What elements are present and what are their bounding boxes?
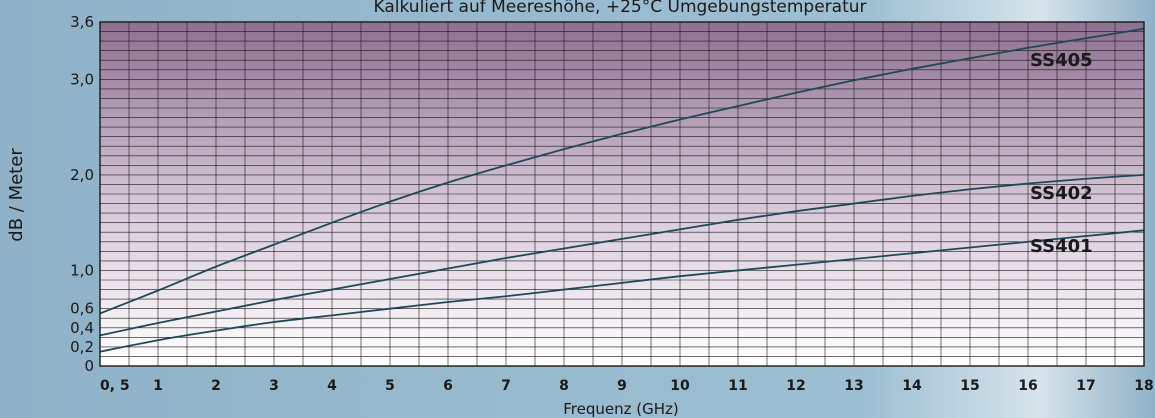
y-tick-label: 0 [84,357,94,375]
x-tick-label: 5 [385,378,395,394]
x-tick-label: 12 [786,378,805,394]
x-tick-label: 8 [559,378,569,394]
plot-border [99,21,1145,367]
x-tick-label: 10 [670,378,690,394]
x-tick-label: 14 [902,378,922,394]
y-tick-label: 3,6 [70,13,94,31]
x-tick-label: 9 [617,378,627,394]
y-tick-label: 0,6 [70,300,94,318]
x-tick-label: 17 [1076,378,1095,394]
chart-title: Kalkuliert auf Meereshöhe, +25°C Umgebun… [373,0,866,17]
series-label-ss405: SS405 [1030,50,1093,71]
x-tick-label: 4 [327,378,337,394]
x-tick-label: 1 [153,378,163,394]
grid-lines [100,22,1144,366]
x-tick-label: 11 [728,378,747,394]
x-tick-label: 18 [1134,378,1153,394]
y-tick-label: 1,0 [70,261,94,279]
x-tick-label: 15 [960,378,979,394]
x-tick-label: 13 [844,378,863,394]
x-tick-label: 3 [269,378,279,394]
y-tick-label: 0,4 [70,319,94,337]
y-tick-labels: 00,20,40,6 1,0 2,0 3,0 3,6 [70,13,94,375]
x-tick-labels: 0, 5 1 2 3 4 5 6 7 8 9 10 11 12 13 14 15 16 17 18 [100,378,1154,394]
series-line-ss401 [99,229,1145,353]
series-lines [99,27,1145,353]
y-tick-label: 0,2 [70,338,94,356]
x-tick-label: 7 [501,378,511,394]
series-label-ss401: SS401 [1030,236,1093,257]
y-tick-label: 2,0 [70,166,94,184]
x-tick-label: 6 [443,378,453,394]
series-line-ss405 [99,27,1145,315]
y-axis-label: dB / Meter [6,148,27,242]
x-axis-label: Frequenz (GHz) [563,400,679,418]
x-tick-label: 16 [1018,378,1037,394]
series-line-ss402 [99,173,1145,337]
y-tick-label: 3,0 [70,70,94,88]
x-tick-label: 2 [211,378,221,394]
x-tick-label: 0, 5 [100,378,130,394]
series-label-ss402: SS402 [1030,183,1093,204]
